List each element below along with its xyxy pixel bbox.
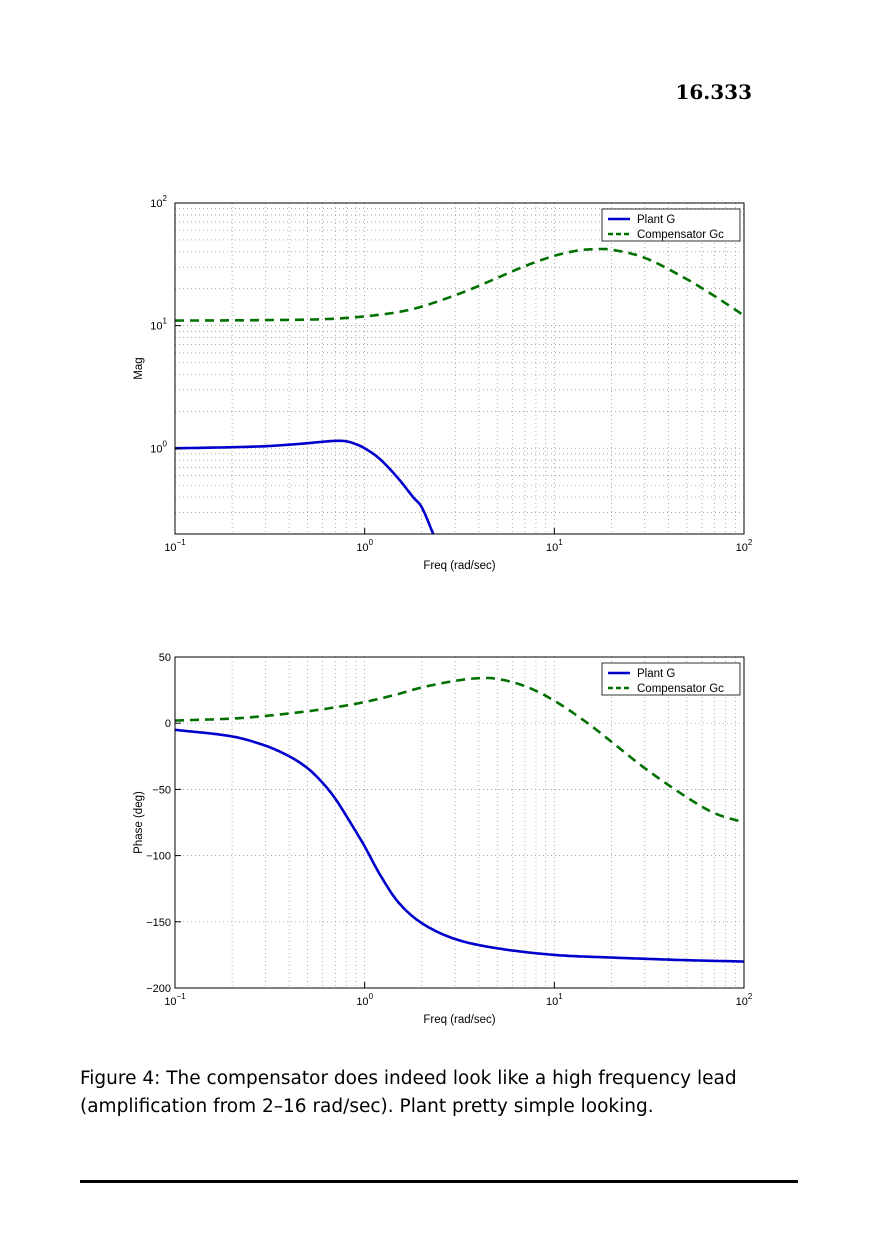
x-tick-label: 10−1 [164, 538, 186, 554]
x-tick-label: 101 [546, 992, 563, 1008]
plot-area [175, 203, 744, 534]
footer-rule [80, 1180, 798, 1183]
legend-box [601, 208, 741, 242]
x-axis-label: Freq (rad/sec) [423, 560, 495, 572]
legend: Plant G Compensator Gc [601, 662, 741, 696]
x-tick-label: 102 [736, 538, 753, 554]
y-tick-label: 102 [150, 194, 167, 210]
y-tick-label: −200 [146, 983, 171, 995]
legend-label: Plant G [637, 668, 675, 680]
magnitude-bode-plot: 10−1 100 101 102 100 101 102 Freq (rad/sec) Mag P… [133, 194, 753, 572]
y-tick-label: 50 [159, 652, 171, 664]
y-tick-label: −150 [146, 917, 171, 929]
y-tick-label: 101 [150, 317, 167, 333]
series-group [174, 676, 745, 963]
x-tick-label: 102 [736, 992, 753, 1008]
phase-bode-plot: 10−1 100 101 102 50 0 −50 −100 −150 −200 Freq (rad… [133, 652, 753, 1026]
x-tick-label: 100 [356, 538, 373, 554]
plot-frame [174, 656, 745, 989]
plant-g-line [174, 728, 744, 963]
plot-frame [174, 202, 745, 535]
y-tick-label: 0 [165, 718, 171, 730]
x-tick-label: 100 [356, 992, 373, 1008]
x-tick-label: 101 [546, 538, 563, 554]
plant-g-line [174, 439, 435, 535]
y-tick-label: 100 [150, 439, 167, 455]
legend: Plant G Compensator Gc [601, 208, 741, 242]
y-tick-label: −100 [146, 851, 171, 863]
compensator-gc-line [174, 676, 745, 824]
x-axis-label: Freq (rad/sec) [423, 1014, 495, 1026]
x-tick-label: 10−1 [164, 992, 186, 1008]
legend-label: Compensator Gc [637, 229, 724, 241]
series-group [174, 247, 745, 535]
y-axis-label: Phase (deg) [133, 791, 145, 854]
legend-label: Plant G [637, 214, 675, 226]
legend-box [601, 662, 741, 696]
figure-caption: Figure 4: The compensator does indeed lo… [80, 1068, 737, 1117]
compensator-gc-line [175, 247, 745, 322]
page-number: 16.333 [675, 80, 752, 104]
plot-area [175, 657, 744, 988]
legend-label: Compensator Gc [637, 683, 724, 695]
y-tick-label: −50 [152, 784, 171, 796]
y-axis-label: Mag [133, 357, 145, 379]
